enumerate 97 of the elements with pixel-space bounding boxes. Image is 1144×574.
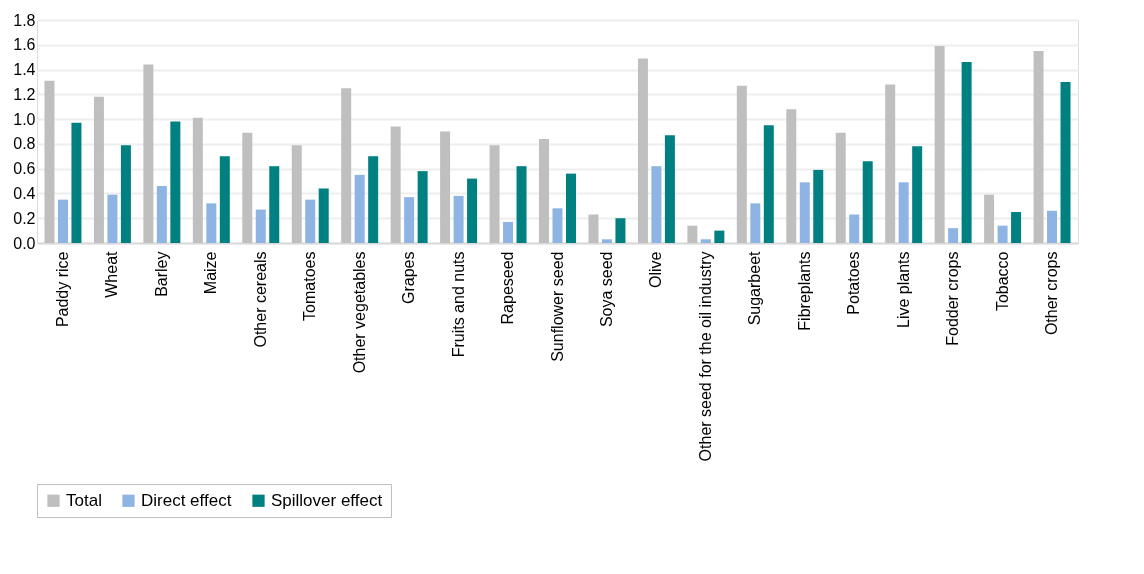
legend-label: Direct effect	[141, 490, 232, 510]
y-tick-label: 0.8	[13, 135, 36, 153]
x-tick-label: Olive	[647, 251, 665, 288]
bar	[700, 239, 711, 243]
bar	[341, 88, 352, 243]
x-tick-label: Fruits and nuts	[449, 251, 467, 358]
bar	[736, 85, 747, 243]
bar	[1033, 50, 1044, 243]
bar	[552, 208, 563, 243]
bar	[516, 166, 527, 243]
bar	[664, 135, 675, 243]
bar	[503, 221, 514, 243]
bar	[1060, 81, 1071, 243]
y-tick-label: 0.2	[13, 209, 36, 227]
x-tick-label: Sunflower seed	[548, 251, 566, 362]
bar	[390, 126, 401, 243]
bar	[849, 214, 860, 243]
x-tick-label: Wheat	[103, 250, 121, 298]
bar	[588, 214, 599, 243]
y-tick-label: 1.4	[13, 61, 36, 79]
bar	[862, 161, 873, 243]
bar	[467, 178, 478, 243]
bar	[305, 199, 316, 243]
bar	[750, 203, 761, 243]
x-tick-label: Potatoes	[845, 251, 863, 315]
x-tick-label: Other crops	[1043, 251, 1061, 336]
x-tick-label: Tomatoes	[301, 251, 319, 321]
x-tick-label: Live plants	[894, 251, 912, 328]
bar	[637, 58, 648, 243]
y-tick-label: 0.0	[13, 234, 36, 252]
bar	[354, 174, 365, 243]
bar	[687, 225, 698, 243]
y-tick-label: 0.6	[13, 160, 36, 178]
y-tick-label: 0.4	[13, 184, 36, 202]
bar	[997, 225, 1008, 243]
bar	[219, 156, 230, 243]
bar	[1011, 212, 1022, 243]
bar	[107, 194, 118, 243]
x-tick-label: Tobacco	[993, 251, 1011, 312]
x-tick-label: Sugarbeet	[746, 250, 764, 326]
legend-label: Spillover effect	[271, 490, 383, 510]
bar	[885, 84, 896, 243]
bar	[242, 132, 253, 243]
bar	[786, 109, 797, 243]
bar	[615, 218, 626, 243]
x-tick-label: Fibreplants	[795, 251, 813, 331]
bar	[539, 138, 550, 243]
x-tick-label: Rapeseed	[499, 251, 517, 325]
bar	[898, 182, 909, 243]
bar	[255, 209, 266, 243]
bar	[912, 146, 923, 243]
bar	[763, 125, 774, 243]
y-tick-label: 1.2	[13, 85, 36, 103]
bar	[269, 166, 280, 243]
bar	[961, 62, 972, 243]
bar	[404, 197, 415, 243]
y-tick-label: 1.6	[13, 36, 36, 54]
y-tick-label: 1.8	[13, 11, 36, 29]
bar	[489, 145, 500, 243]
x-tick-label: Barley	[152, 251, 170, 297]
bar	[948, 228, 959, 243]
bar	[291, 145, 302, 243]
x-tick-label: Other vegetables	[350, 251, 368, 374]
bar	[601, 239, 612, 243]
bar	[813, 169, 824, 243]
bar	[71, 122, 82, 243]
bar	[318, 188, 329, 243]
bar	[417, 171, 428, 243]
bar	[57, 199, 68, 243]
legend-label: Total	[66, 490, 102, 510]
bar	[714, 230, 725, 243]
bar	[565, 173, 576, 243]
bar	[44, 80, 55, 243]
bar	[799, 182, 810, 243]
x-tick-label: Grapes	[400, 251, 418, 304]
bar	[1047, 210, 1058, 243]
bar	[156, 186, 167, 243]
bar	[453, 195, 464, 243]
x-tick-label: Other seed for the oil industry	[696, 251, 714, 462]
bar	[143, 64, 154, 243]
bar	[93, 96, 104, 243]
x-tick-label: Soya seed	[597, 251, 615, 328]
bar	[934, 46, 945, 243]
bar	[120, 145, 131, 243]
bar	[835, 132, 846, 243]
bar	[206, 203, 217, 243]
bar	[651, 166, 662, 243]
x-tick-label: Fodder crops	[944, 251, 962, 346]
bar	[170, 121, 181, 243]
x-tick-label: Maize	[202, 251, 220, 295]
bar	[440, 131, 451, 243]
y-tick-label: 1.0	[13, 110, 36, 128]
bar	[984, 194, 995, 243]
x-tick-label: Paddy rice	[53, 251, 71, 328]
bar	[368, 156, 379, 243]
bar	[192, 117, 203, 243]
x-tick-label: Other cereals	[251, 251, 269, 348]
